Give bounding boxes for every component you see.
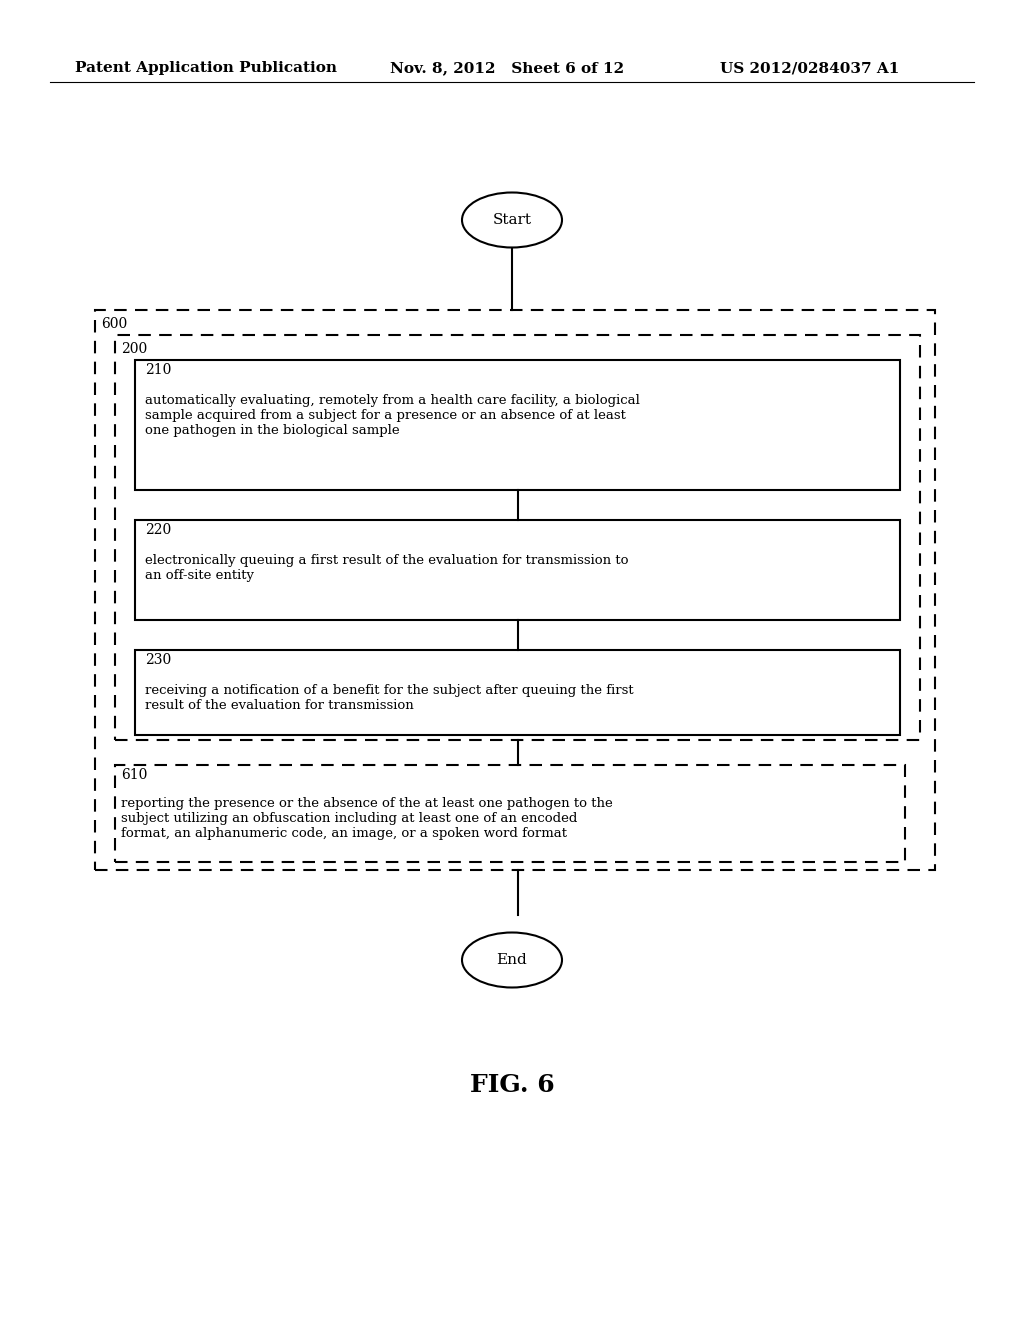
Text: 200: 200 bbox=[121, 342, 147, 356]
Text: 220: 220 bbox=[145, 523, 171, 537]
Text: automatically evaluating, remotely from a health care facility, a biological
sam: automatically evaluating, remotely from … bbox=[145, 393, 640, 437]
Text: End: End bbox=[497, 953, 527, 968]
Text: FIG. 6: FIG. 6 bbox=[470, 1073, 554, 1097]
Text: receiving a notification of a benefit for the subject after queuing the first
re: receiving a notification of a benefit fo… bbox=[145, 684, 634, 711]
Text: 210: 210 bbox=[145, 363, 171, 378]
Text: reporting the presence or the absence of the at least one pathogen to the
subjec: reporting the presence or the absence of… bbox=[121, 797, 612, 840]
Text: Start: Start bbox=[493, 213, 531, 227]
Text: 600: 600 bbox=[101, 317, 127, 331]
Text: US 2012/0284037 A1: US 2012/0284037 A1 bbox=[720, 61, 899, 75]
Text: 610: 610 bbox=[121, 768, 147, 781]
Text: Patent Application Publication: Patent Application Publication bbox=[75, 61, 337, 75]
Text: Nov. 8, 2012   Sheet 6 of 12: Nov. 8, 2012 Sheet 6 of 12 bbox=[390, 61, 624, 75]
Text: electronically queuing a first result of the evaluation for transmission to
an o: electronically queuing a first result of… bbox=[145, 554, 629, 582]
Text: 230: 230 bbox=[145, 653, 171, 667]
